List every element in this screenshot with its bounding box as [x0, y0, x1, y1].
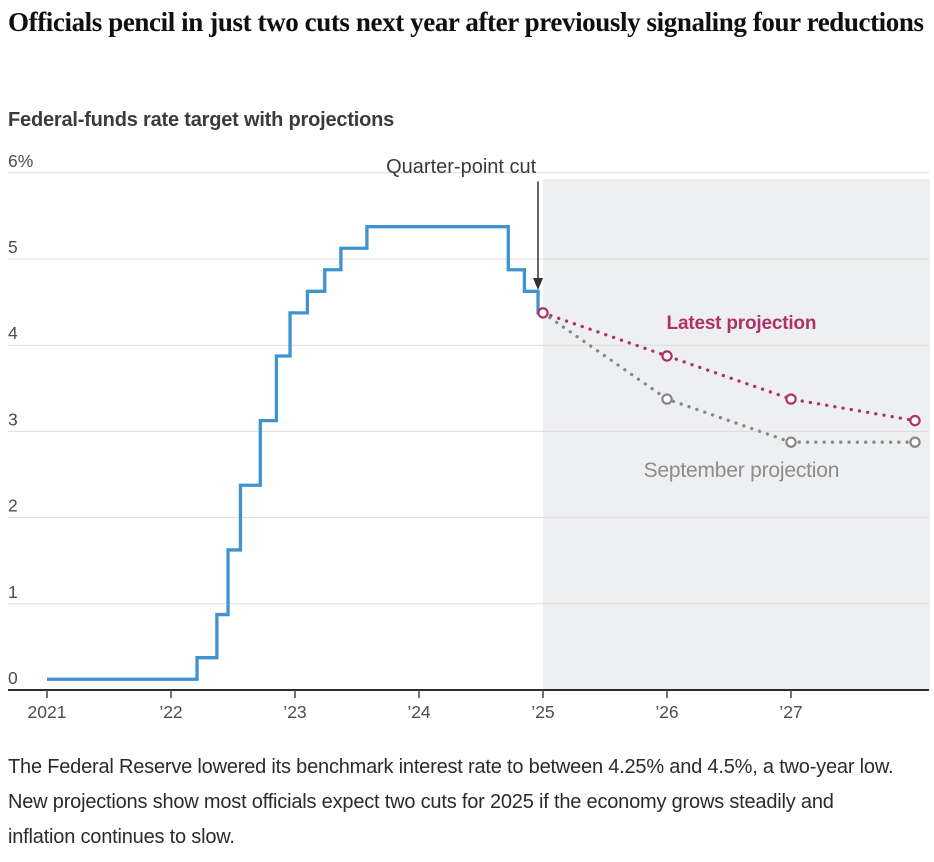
x-tick-label: ’26: [655, 702, 678, 722]
september-projection-dotted-line: [541, 311, 917, 444]
chart-title: Federal-funds rate target with projectio…: [8, 109, 395, 131]
y-tick-label: 6%: [8, 151, 33, 171]
y-tick-label: 2: [8, 496, 18, 516]
projection-shading: [543, 179, 930, 690]
y-tick-label: 0: [8, 668, 18, 688]
x-tick-label: ’22: [159, 702, 182, 722]
caption: The Federal Reserve lowered its benchmar…: [8, 756, 894, 848]
x-tick-label: ’27: [779, 702, 802, 722]
latest-projection-label: Latest projection: [667, 313, 817, 334]
projection-marker: [909, 436, 921, 448]
projection-marker: [785, 393, 797, 405]
y-tick-label: 1: [8, 582, 18, 602]
annotation-quarter-point-cut: Quarter-point cut: [386, 156, 537, 178]
latest-projection-dotted-line: [541, 311, 917, 423]
rate-step-line: [47, 225, 543, 681]
x-tick-label: ’23: [283, 702, 306, 722]
chart: 0 1 2 3 4 5 6% 2021 ’22 ’23 ’24 ’25 ’26 ’27 Quarter-po…: [0, 145, 934, 745]
annotation-arrow-head: [533, 278, 544, 291]
projection-marker: [909, 414, 921, 427]
y-tick-label: 3: [8, 409, 18, 429]
x-tick-label: 2021: [28, 702, 67, 722]
headline: Officials pencil in just two cuts next y…: [8, 7, 924, 37]
y-tick-label: 5: [8, 237, 18, 257]
september-projection-label: September projection: [644, 459, 840, 482]
chart-svg: 0 1 2 3 4 5 6% 2021 ’22 ’23 ’24 ’25 ’26 ’27 Quarter-po…: [8, 151, 930, 722]
projection-marker: [785, 436, 797, 448]
projection-marker: [661, 350, 673, 362]
x-tick-label: ’24: [407, 702, 431, 722]
projection-marker: [661, 393, 673, 405]
x-tick-label: ’25: [531, 702, 554, 722]
y-tick-label: 4: [8, 323, 18, 343]
projection-marker: [537, 307, 549, 319]
